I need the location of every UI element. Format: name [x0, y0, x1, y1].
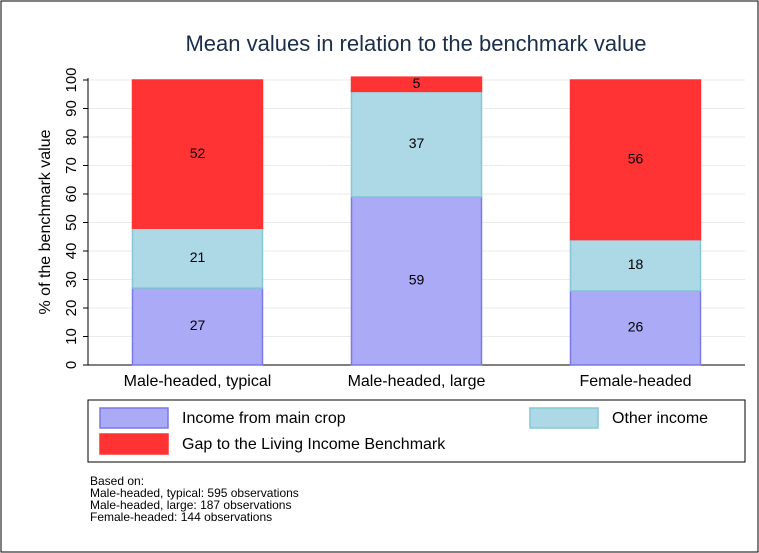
- x-tick-label: Male-headed, typical: [124, 373, 272, 390]
- y-tick-label: 100: [63, 67, 80, 92]
- data-label: 37: [409, 135, 425, 151]
- legend-box: [87, 399, 746, 463]
- note: Based on:: [90, 474, 144, 488]
- legend-swatch: [99, 407, 169, 429]
- data-label: 59: [409, 272, 425, 288]
- bar-segment: [569, 79, 702, 241]
- data-label: 5: [413, 75, 421, 91]
- y-tick-label: 70: [63, 157, 80, 174]
- data-label: 18: [628, 256, 644, 272]
- bar-segment: [350, 196, 483, 366]
- bar-segment: [350, 90, 483, 198]
- data-label: 27: [190, 317, 206, 333]
- data-label: 52: [190, 145, 206, 161]
- y-tick-label: 80: [63, 129, 80, 146]
- bar-segment: [131, 79, 264, 229]
- data-label: 26: [628, 319, 644, 335]
- bar-segment: [569, 238, 702, 292]
- y-tick-label: 30: [63, 271, 80, 288]
- bar-segment: [350, 76, 483, 93]
- legend-swatch: [529, 407, 599, 429]
- y-tick-label: 60: [63, 186, 80, 203]
- y-tick-label: 10: [63, 328, 80, 345]
- note: Female-headed: 144 observations: [90, 510, 272, 524]
- bar-segment: [569, 290, 702, 366]
- x-tick-label: Male-headed, large: [348, 373, 486, 390]
- legend-label: Gap to the Living Income Benchmark: [182, 436, 446, 453]
- legend-label: Income from main crop: [182, 410, 346, 427]
- y-tick-label: 0: [63, 361, 80, 369]
- y-tick-label: 40: [63, 243, 80, 260]
- y-tick-label: 90: [63, 100, 80, 117]
- y-axis-label: % of the benchmark value: [37, 129, 54, 314]
- y-tick-label: 50: [63, 214, 80, 231]
- y-tick-label: 20: [63, 300, 80, 317]
- data-label: 21: [190, 249, 206, 265]
- chart-title: Mean values in relation to the benchmark…: [185, 31, 646, 56]
- note: Male-headed, typical: 595 observations: [90, 486, 299, 500]
- legend-swatch: [99, 433, 169, 455]
- legend-label: Other income: [612, 410, 708, 427]
- x-tick-label: Female-headed: [579, 373, 691, 390]
- data-label: 56: [628, 151, 644, 167]
- note: Male-headed, large: 187 observations: [90, 498, 291, 512]
